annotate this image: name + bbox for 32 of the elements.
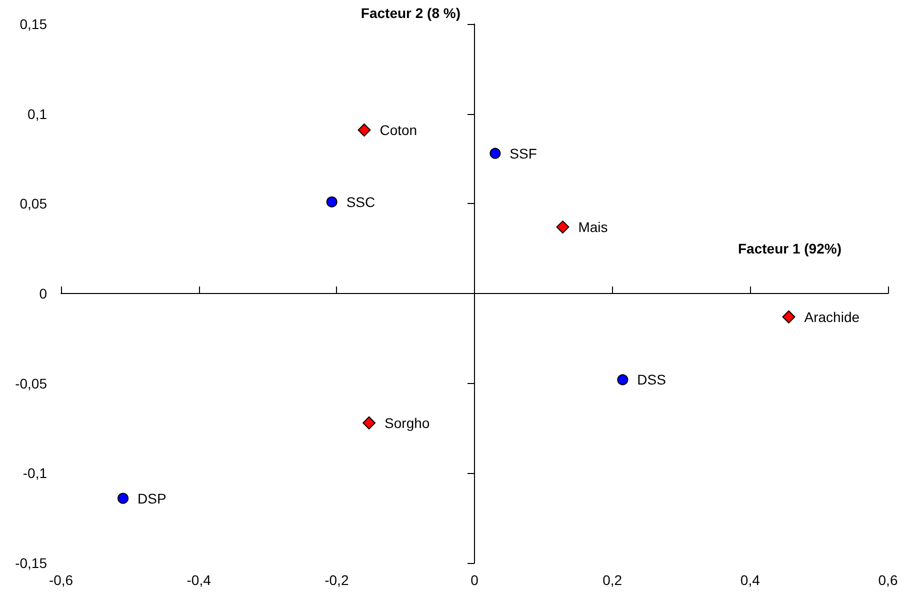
point: [118, 492, 129, 504]
point: [358, 124, 371, 137]
y-tick-label: -0,05: [15, 375, 48, 392]
y-tick-label: -0,1: [22, 465, 48, 482]
point: [326, 196, 338, 208]
x-tick-label: 0,6: [878, 572, 898, 588]
y-tick-label: 0,05: [20, 196, 48, 212]
x-tick-label: 0,4: [740, 572, 760, 588]
data-label: Arachide: [804, 308, 860, 325]
x-axis-title: Facteur 1 (92%): [738, 240, 842, 256]
x-tick-label: -0,4: [186, 572, 212, 588]
point: [617, 374, 628, 386]
y-tick-label: 0,15: [20, 16, 48, 32]
data-label: DSS: [637, 372, 666, 388]
data-label: SSF: [510, 145, 537, 162]
data-label: DSP: [138, 490, 166, 506]
point: [556, 220, 570, 234]
data-label: Mais: [578, 219, 608, 236]
x-tick-label: 0: [470, 572, 479, 588]
x-tick-label: -0,6: [48, 572, 74, 588]
x-tick-label: -0,2: [324, 572, 349, 588]
point: [782, 310, 796, 324]
point: [490, 148, 501, 159]
data-label: Coton: [380, 122, 418, 138]
data-label: Sorgho: [384, 414, 430, 431]
y-axis-title: Facteur 2 (8 %): [360, 5, 460, 21]
data-label: SSC: [346, 194, 376, 210]
y-tick-label: 0,1: [28, 106, 48, 122]
y-tick-label: -0,15: [15, 555, 48, 571]
point: [362, 416, 376, 430]
x-tick-label: 0,2: [602, 572, 622, 588]
y-tick-label: 0: [39, 286, 48, 302]
